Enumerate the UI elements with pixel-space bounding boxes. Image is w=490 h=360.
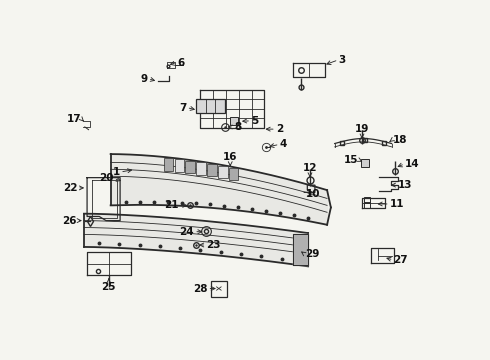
Text: 9: 9: [141, 74, 148, 84]
Text: 10: 10: [306, 189, 320, 199]
Text: 23: 23: [206, 240, 221, 250]
Text: 13: 13: [397, 180, 412, 190]
Bar: [186, 161, 195, 173]
Text: 26: 26: [62, 216, 76, 226]
Text: 27: 27: [393, 255, 408, 265]
Text: 18: 18: [392, 135, 407, 145]
Text: 28: 28: [193, 284, 207, 293]
Text: 4: 4: [280, 139, 287, 149]
Text: 19: 19: [355, 124, 369, 134]
Bar: [174, 159, 184, 172]
Text: 11: 11: [390, 199, 404, 209]
Bar: [207, 164, 217, 176]
Text: 1: 1: [113, 167, 120, 177]
Text: 29: 29: [305, 249, 319, 260]
Text: 2: 2: [276, 124, 283, 134]
Bar: [229, 167, 239, 180]
Text: 5: 5: [251, 116, 258, 126]
Bar: [196, 99, 224, 113]
Bar: [218, 166, 227, 178]
Text: 7: 7: [179, 103, 187, 113]
Text: 16: 16: [223, 152, 238, 162]
Text: 8: 8: [234, 122, 241, 132]
Text: 17: 17: [66, 114, 81, 123]
Text: 22: 22: [63, 183, 77, 193]
Text: 20: 20: [99, 174, 114, 184]
Bar: [196, 162, 206, 175]
Text: 6: 6: [177, 58, 184, 68]
Text: 3: 3: [339, 55, 346, 65]
Bar: [164, 158, 173, 171]
Text: 25: 25: [101, 282, 116, 292]
Text: 24: 24: [179, 227, 194, 237]
Text: 21: 21: [165, 201, 179, 210]
Text: 12: 12: [303, 163, 317, 174]
Text: 14: 14: [405, 159, 419, 169]
Text: 15: 15: [343, 155, 358, 165]
